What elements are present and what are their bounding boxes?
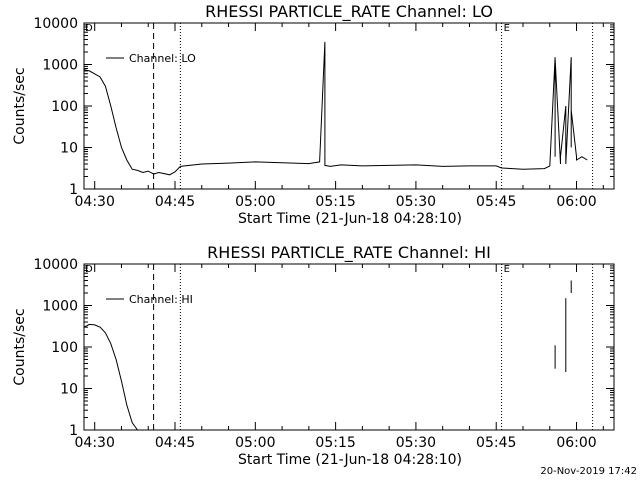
marker-label-left: D [85,23,93,34]
y-tick-label: 1 [69,182,78,198]
y-tick-label: 1000 [42,299,78,315]
x-tick-label: 06:00 [556,194,596,210]
x-tick-label: 05:00 [235,194,275,210]
x-axis-label: Start Time (21-Jun-18 04:28:10) [238,211,462,227]
marker-label-right: E [504,264,510,275]
y-tick-label: 1 [69,423,78,439]
x-tick-label: 05:15 [315,194,355,210]
x-tick-label: 04:30 [75,435,115,451]
x-tick-label: 05:45 [476,194,516,210]
x-tick-label: 06:00 [556,435,596,451]
x-tick-label: 05:45 [476,435,516,451]
y-tick-label: 10 [60,382,78,398]
y-tick-label: 1000 [42,58,78,74]
legend-label: Channel: LO [129,52,196,65]
x-tick-label: 04:30 [75,194,115,210]
y-tick-label: 10000 [33,16,78,32]
x-tick-label: 05:30 [396,194,436,210]
legend-label: Channel: HI [129,293,193,306]
footer-stamp: 20-Nov-2019 17:42 [540,466,637,477]
x-tick-label: 04:45 [155,435,195,451]
y-tick-label: 10 [60,141,78,157]
marker-label-left: D [85,264,93,275]
y-tick-label: 10000 [33,257,78,273]
data-line [83,41,588,176]
x-tick-label: 05:15 [315,435,355,451]
y-axis-label: Counts/sec [12,308,28,385]
x-tick-label: 05:00 [235,435,275,451]
x-axis-label: Start Time (21-Jun-18 04:28:10) [238,452,462,468]
panel-hi: RHESSI PARTICLE_RATE Channel: HI Start T… [12,243,615,468]
panel-lo: RHESSI PARTICLE_RATE Channel: LO Start T… [12,2,615,227]
marker-label-right: E [504,23,510,34]
x-tick-label: 04:45 [155,194,195,210]
y-tick-label: 100 [51,99,78,115]
x-tick-label: 05:30 [396,435,436,451]
y-tick-label: 100 [51,340,78,356]
chart-title: RHESSI PARTICLE_RATE Channel: HI [207,243,491,263]
plot-frame [83,22,615,190]
chart-title: RHESSI PARTICLE_RATE Channel: LO [205,2,493,22]
plot-frame [83,263,615,431]
data-line [83,323,138,431]
y-axis-label: Counts/sec [12,67,28,144]
